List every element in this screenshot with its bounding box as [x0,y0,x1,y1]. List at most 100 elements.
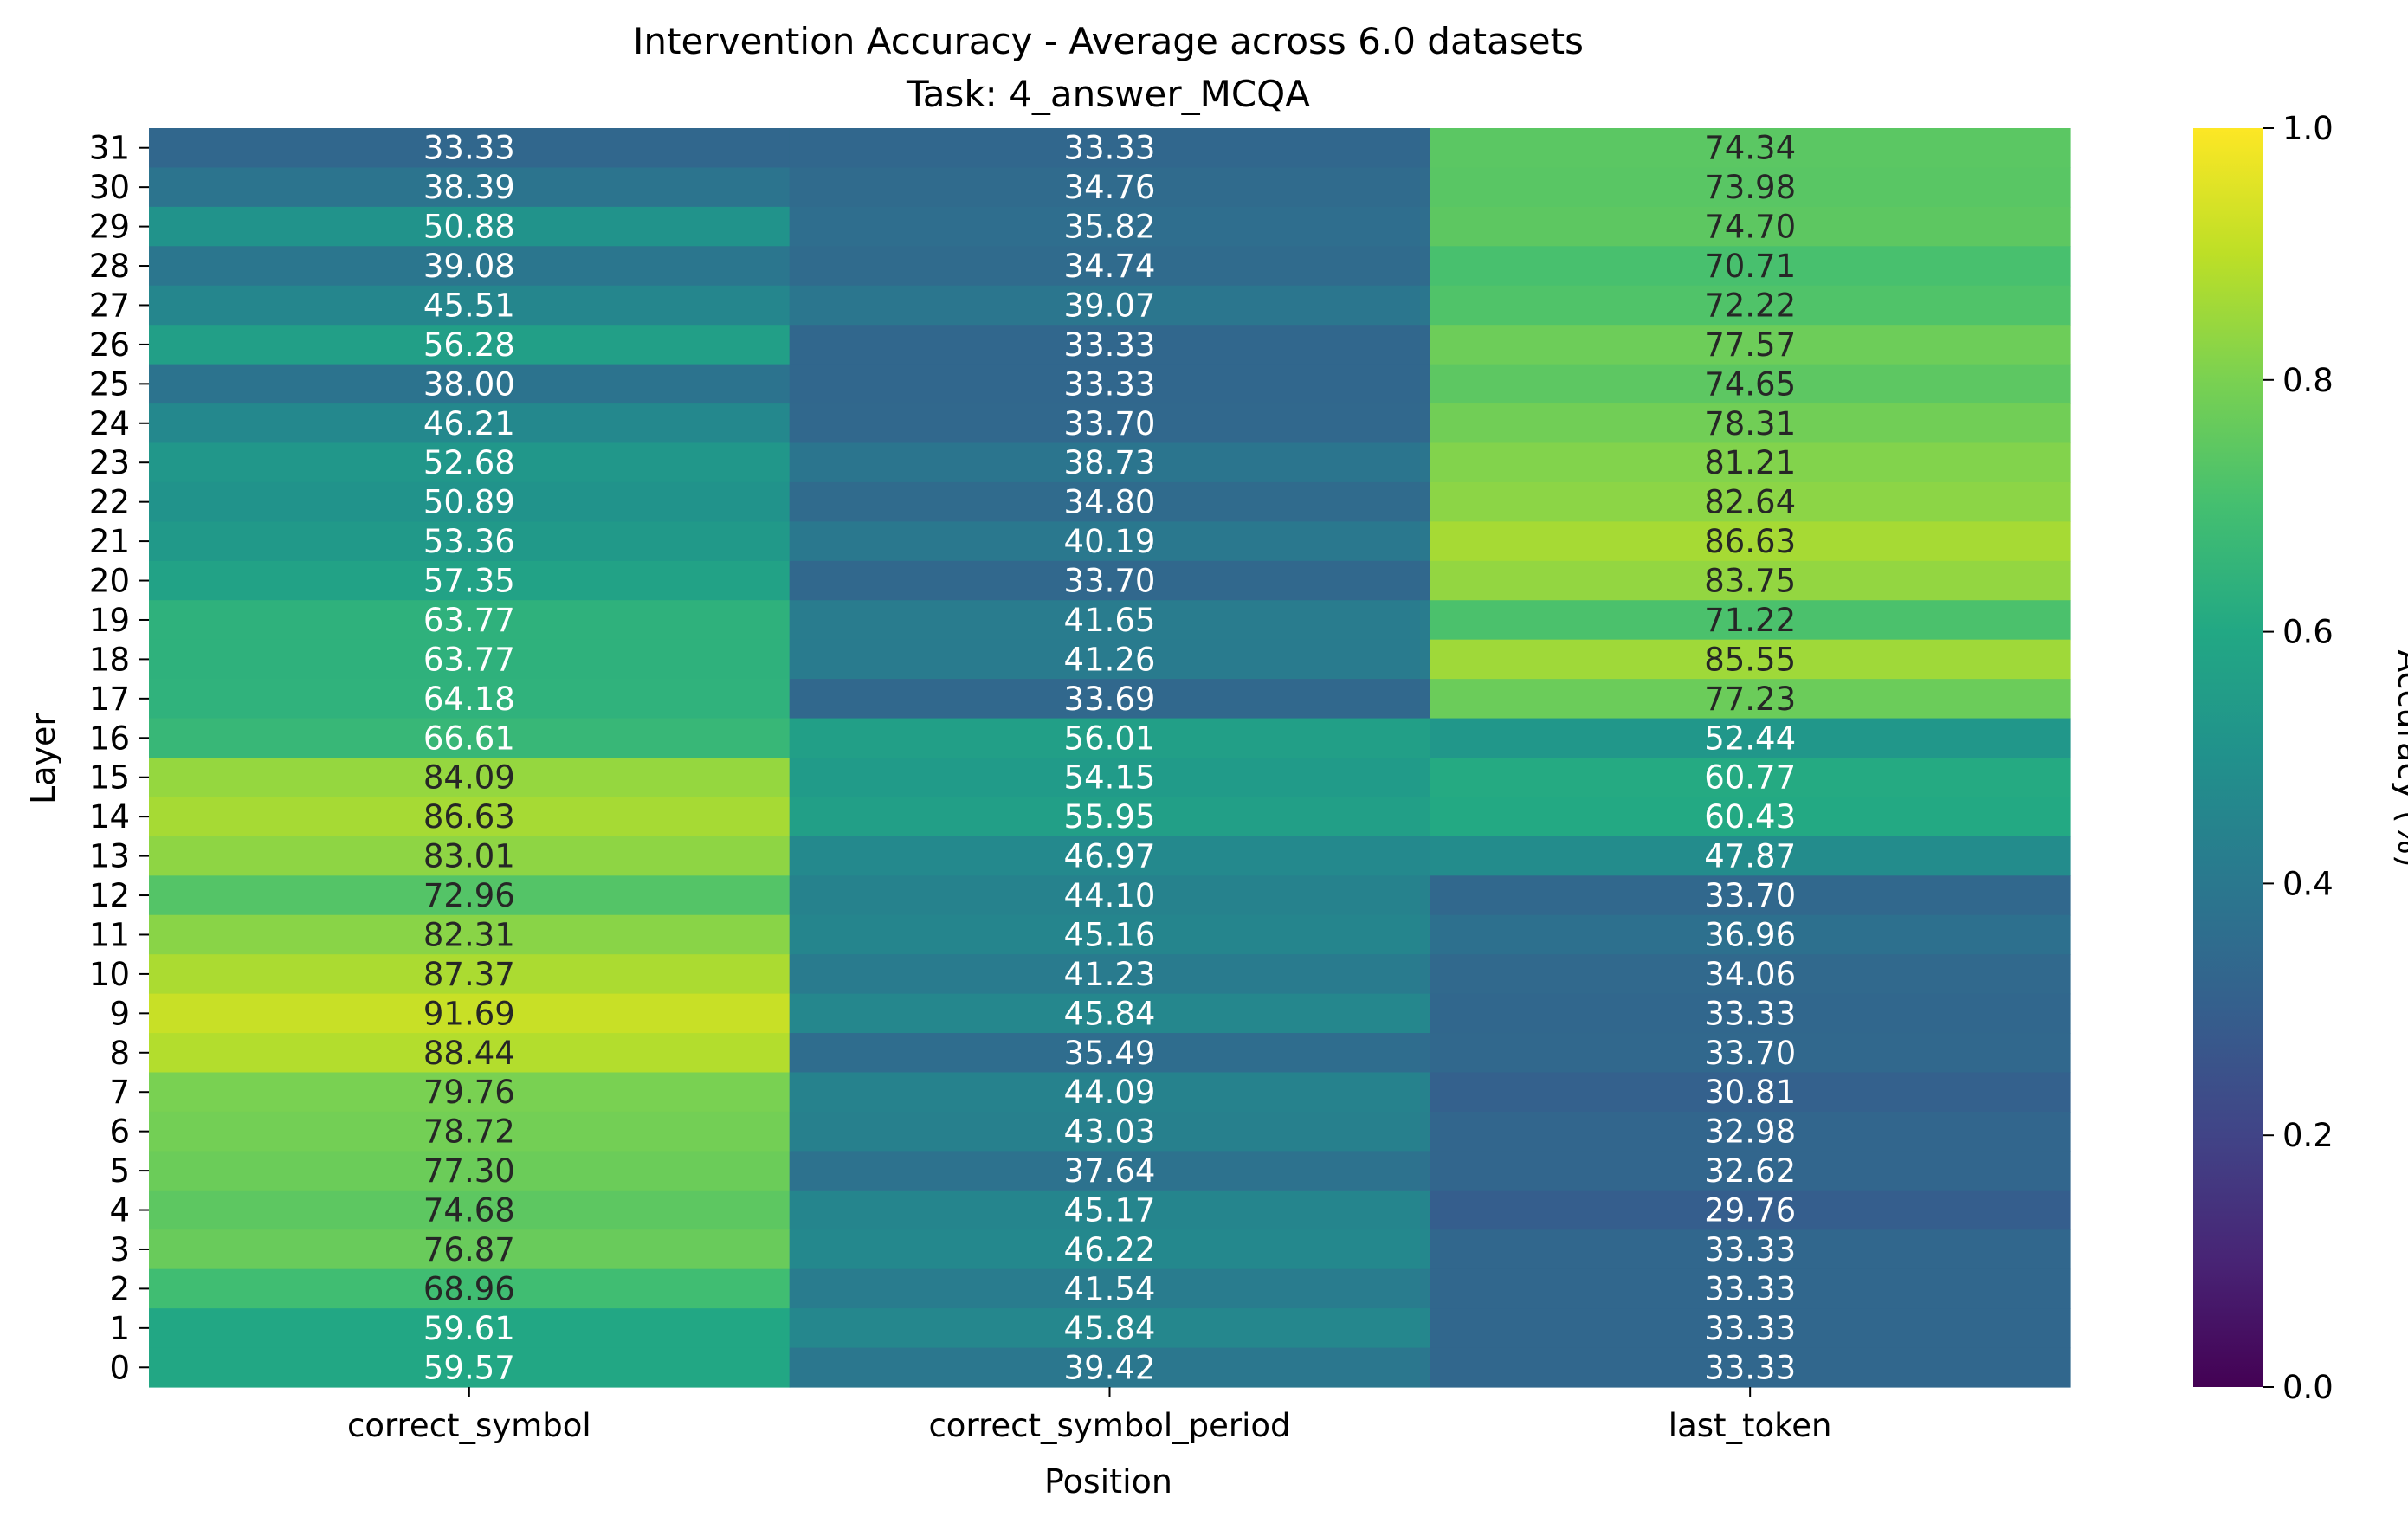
heatmap-cell [789,600,1430,641]
heatmap-cell [149,993,791,1034]
cell-value-label: 60.77 [1704,759,1796,797]
heatmap-cell [789,206,1430,247]
cell-value-label: 33.70 [1704,877,1796,914]
heatmap-cell [149,128,791,169]
y-tick-label: 25 [89,365,130,403]
heatmap-cell [149,1111,791,1152]
cell-value-label: 36.96 [1704,916,1796,953]
x-tick-label: correct_symbol [347,1407,591,1444]
cell-value-label: 33.33 [1064,130,1156,167]
cell-value-label: 86.63 [1704,523,1796,560]
heatmap-cell [789,560,1430,601]
cell-value-label: 33.70 [1704,1035,1796,1072]
cell-value-label: 59.57 [423,1349,515,1386]
heatmap-cell [149,1151,791,1191]
cell-value-label: 35.82 [1064,209,1156,246]
heatmap-cell [1430,403,2071,444]
heatmap-cell [1430,325,2071,365]
heatmap-cell [789,914,1430,955]
cell-value-label: 50.88 [423,209,515,246]
cell-value-label: 77.23 [1704,681,1796,718]
cell-value-label: 39.08 [423,248,515,285]
y-tick-label: 1 [109,1310,130,1347]
y-tick-label: 16 [89,720,130,757]
heatmap-cell [149,285,791,326]
y-tick-label: 6 [109,1113,130,1151]
y-tick-label: 30 [89,169,130,206]
cell-value-label: 37.64 [1064,1152,1156,1190]
heatmap-cell [789,128,1430,169]
cell-value-label: 70.71 [1704,248,1796,285]
cell-value-label: 74.34 [1704,130,1796,167]
heatmap-cell [789,521,1430,562]
y-tick-label: 17 [89,681,130,718]
y-axis-label: Layer [24,713,62,804]
cell-value-label: 38.39 [423,169,515,206]
y-tick-label: 15 [89,759,130,797]
heatmap-cell [1430,639,2071,680]
cell-value-label: 44.10 [1064,877,1156,914]
cell-value-label: 77.30 [423,1152,515,1190]
cell-value-label: 81.21 [1704,444,1796,481]
y-tick-label: 12 [89,877,130,914]
cell-value-label: 33.33 [1704,1310,1796,1347]
cell-value-label: 50.89 [423,484,515,521]
y-tick-label: 28 [89,248,130,285]
heatmap-cell [789,1033,1430,1074]
heatmap-cell [1430,1229,2071,1270]
x-axis-label: Position [1044,1462,1172,1500]
colorbar-tick-label: 0.2 [2282,1117,2334,1154]
heatmap-cell [149,600,791,641]
heatmap-cell [149,1072,791,1113]
heatmap-cell [789,167,1430,208]
heatmap-cell [149,639,791,680]
cell-value-label: 47.87 [1704,838,1796,875]
colorbar: 0.0 0.2 0.4 0.6 0.8 1.0 [2193,110,2334,1406]
heatmap-cell [789,1268,1430,1309]
heatmap-cell [149,679,791,720]
heatmap-cell [149,206,791,247]
cell-value-label: 46.21 [423,405,515,442]
cell-value-label: 71.22 [1704,602,1796,639]
heatmap-cell [789,679,1430,720]
cell-value-label: 56.28 [423,326,515,364]
heatmap-cell [1430,1268,2071,1309]
chart-title: Intervention Accuracy - Average across 6… [633,20,1584,62]
cell-value-label: 32.98 [1704,1113,1796,1151]
cell-value-label: 33.70 [1064,563,1156,600]
cell-value-label: 79.76 [423,1074,515,1111]
heatmap-cell [149,364,791,404]
y-tick-label: 20 [89,563,130,600]
cell-value-label: 43.03 [1064,1113,1156,1151]
cell-value-label: 52.44 [1704,720,1796,757]
heatmap-cell [789,246,1430,287]
heatmap-cell [1430,1111,2071,1152]
cell-value-label: 45.84 [1064,995,1156,1032]
cell-value-label: 52.68 [423,444,515,481]
heatmap-cell [149,1347,791,1388]
cell-value-label: 33.33 [1064,326,1156,364]
y-tick-label: 26 [89,326,130,364]
heatmap-cell [789,836,1430,876]
heatmap-cell [789,954,1430,995]
cell-value-label: 85.55 [1704,641,1796,678]
y-tick-label: 8 [109,1035,130,1072]
heatmap-cell [1430,1151,2071,1191]
colorbar-tick-label: 0.4 [2282,865,2334,902]
cell-value-label: 33.33 [1704,1231,1796,1268]
heatmap-cell [1430,758,2071,798]
cell-value-label: 33.33 [1064,365,1156,403]
cell-value-label: 53.36 [423,523,515,560]
y-axis: 3130292827262524232221201918171615141312… [89,130,149,1386]
heatmap-cell [149,875,791,916]
cell-value-label: 33.70 [1064,405,1156,442]
heatmap-cell [789,1072,1430,1113]
cell-value-label: 63.77 [423,641,515,678]
x-tick-label: correct_symbol_period [928,1407,1290,1444]
heatmap-cell [789,1308,1430,1349]
heatmap-cell [789,403,1430,444]
y-tick-label: 31 [89,130,130,167]
y-tick-label: 10 [89,956,130,993]
heatmap-cell [149,797,791,837]
